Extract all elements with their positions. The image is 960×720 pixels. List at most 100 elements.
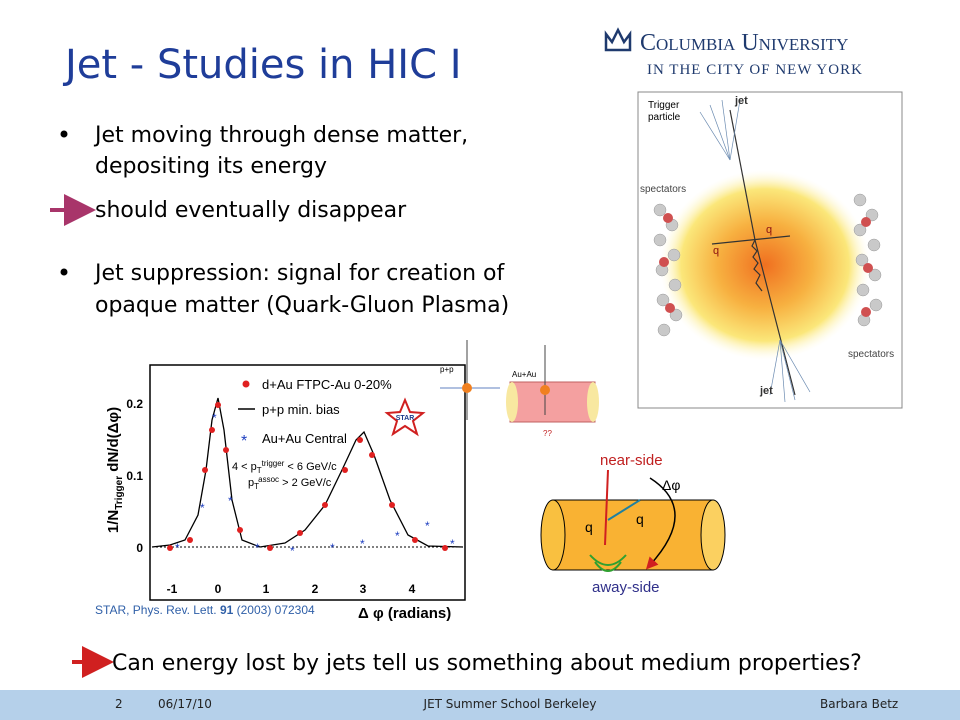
slide-title: Jet - Studies in HIC I bbox=[62, 42, 462, 88]
figure-label: spectators bbox=[640, 184, 686, 195]
legend-label: p+p min. bias bbox=[262, 402, 340, 417]
legend-label: Au+Au Central bbox=[262, 431, 347, 446]
jet-cones bbox=[699, 99, 811, 403]
figure-label: q bbox=[766, 224, 772, 236]
diagram-label: q bbox=[636, 511, 644, 527]
y-tick-label: 0.1 bbox=[126, 469, 143, 483]
diagram-label: ?? bbox=[543, 429, 552, 438]
bullet-text: depositing its energy bbox=[95, 154, 327, 179]
star-logo bbox=[384, 397, 426, 437]
text: assoc bbox=[258, 475, 279, 484]
footer-author: Barbara Betz bbox=[820, 697, 898, 711]
x-tick-label: 0 bbox=[215, 582, 222, 596]
bullet-text: should eventually disappear bbox=[95, 198, 407, 223]
cut-label: pTassoc > 2 GeV/c bbox=[248, 475, 332, 491]
x-tick-label: -1 bbox=[167, 582, 178, 596]
svg-text:*: * bbox=[450, 537, 455, 551]
question-text: Can energy lost by jets tell us somethin… bbox=[112, 651, 862, 676]
footer-date: 06/17/10 bbox=[158, 697, 212, 711]
wake bbox=[589, 554, 627, 572]
logo-name: Columbia University bbox=[640, 30, 848, 56]
text: > 2 GeV/c bbox=[279, 477, 332, 489]
diagram-label: p+p bbox=[440, 365, 454, 374]
dau-points bbox=[167, 402, 448, 551]
plot-frame bbox=[149, 364, 466, 601]
cylinder-end bbox=[540, 499, 566, 571]
near-jet bbox=[604, 469, 609, 546]
y-tick-label: 0 bbox=[136, 541, 143, 555]
cylinder bbox=[552, 499, 714, 571]
text: Trigger bbox=[114, 476, 125, 510]
x-tick-label: 1 bbox=[263, 582, 270, 596]
collision-figure: Trigger particle jet spectators q q spec… bbox=[637, 91, 903, 409]
svg-text:*: * bbox=[395, 529, 400, 543]
away-jet bbox=[607, 499, 641, 521]
text: 4 < p bbox=[232, 461, 257, 473]
svg-text:*: * bbox=[290, 544, 295, 558]
auau-points: * * * * * * * * * * * bbox=[175, 411, 455, 558]
y-tick-label: 0.2 bbox=[126, 397, 143, 411]
x-tick-label: 4 bbox=[409, 582, 416, 596]
svg-text:*: * bbox=[330, 541, 335, 555]
histogram-curve bbox=[151, 397, 464, 548]
cap bbox=[506, 382, 518, 422]
vertex bbox=[540, 385, 550, 395]
figure-label: jet bbox=[759, 385, 773, 397]
crown-icon bbox=[604, 27, 632, 52]
star-plot: * * * * * * * * * * * d+Au FTPC-Au 0-20% p+p min. … bbox=[95, 364, 466, 622]
text: T bbox=[257, 466, 262, 475]
x-tick-label: 3 bbox=[360, 582, 367, 596]
svg-text:*: * bbox=[200, 501, 205, 515]
figure-label: spectators bbox=[848, 349, 894, 360]
medium bbox=[509, 381, 596, 423]
svg-text:*: * bbox=[228, 494, 233, 508]
y-axis-label: 1/NTrigger dN/d(Δφ) bbox=[105, 407, 125, 533]
diagram-label: Δφ bbox=[662, 477, 680, 493]
svg-text:*: * bbox=[425, 519, 430, 533]
spectators-red bbox=[659, 213, 873, 317]
svg-text:*: * bbox=[360, 537, 365, 551]
figure-label: jet bbox=[734, 95, 748, 107]
logo-subtitle: IN THE CITY OF NEW YORK bbox=[647, 62, 863, 78]
diagram-label: q bbox=[585, 519, 593, 535]
diagram-label: away-side bbox=[592, 579, 660, 596]
small-diagrams: p+p Au+Au ?? near-side away-side q q Δφ bbox=[440, 340, 726, 596]
text: dN/d(Δφ) bbox=[105, 407, 122, 476]
vertex bbox=[462, 383, 472, 393]
legend-marker bbox=[242, 380, 250, 388]
figure-label: particle bbox=[648, 112, 681, 123]
text: STAR, Phys. Rev. Lett. bbox=[95, 603, 220, 617]
text: 91 bbox=[220, 603, 234, 617]
text: p bbox=[248, 477, 254, 489]
cap bbox=[587, 382, 599, 422]
text: < 6 GeV/c bbox=[284, 461, 337, 473]
figure-label: Trigger bbox=[648, 100, 680, 111]
bullet-text: Jet moving through dense matter, bbox=[93, 123, 468, 148]
text: 1/N bbox=[105, 510, 122, 533]
legend-marker: * bbox=[241, 433, 247, 450]
logo: Columbia University IN THE CITY OF NEW Y… bbox=[604, 27, 863, 78]
footer-event: JET Summer School Berkeley bbox=[423, 697, 597, 711]
jet-tracks bbox=[711, 109, 796, 396]
dphi-arrow bbox=[645, 477, 676, 570]
plasma-blob bbox=[660, 170, 870, 360]
svg-text:*: * bbox=[175, 541, 180, 555]
cut-label: 4 < pTtrigger < 6 GeV/c bbox=[232, 459, 337, 475]
x-axis-label: Δ φ (radians) bbox=[358, 605, 451, 622]
diagram-label: near-side bbox=[600, 452, 663, 469]
bullet-dot bbox=[60, 130, 68, 138]
text: (2003) 072304 bbox=[233, 603, 315, 617]
bullet-text: Jet suppression: signal for creation of bbox=[93, 261, 506, 286]
cylinder-end bbox=[700, 499, 726, 571]
star-logo-text: STAR bbox=[396, 415, 415, 422]
text: trigger bbox=[262, 459, 285, 468]
footer-bar bbox=[0, 690, 960, 720]
svg-text:*: * bbox=[255, 541, 260, 555]
bullet-text: opaque matter (Quark-Gluon Plasma) bbox=[95, 293, 509, 318]
svg-text:*: * bbox=[212, 411, 217, 425]
legend-label: d+Au FTPC-Au 0-20% bbox=[262, 377, 392, 392]
citation: STAR, Phys. Rev. Lett. 91 (2003) 072304 bbox=[95, 603, 315, 617]
diagram-label: Au+Au bbox=[512, 370, 536, 379]
